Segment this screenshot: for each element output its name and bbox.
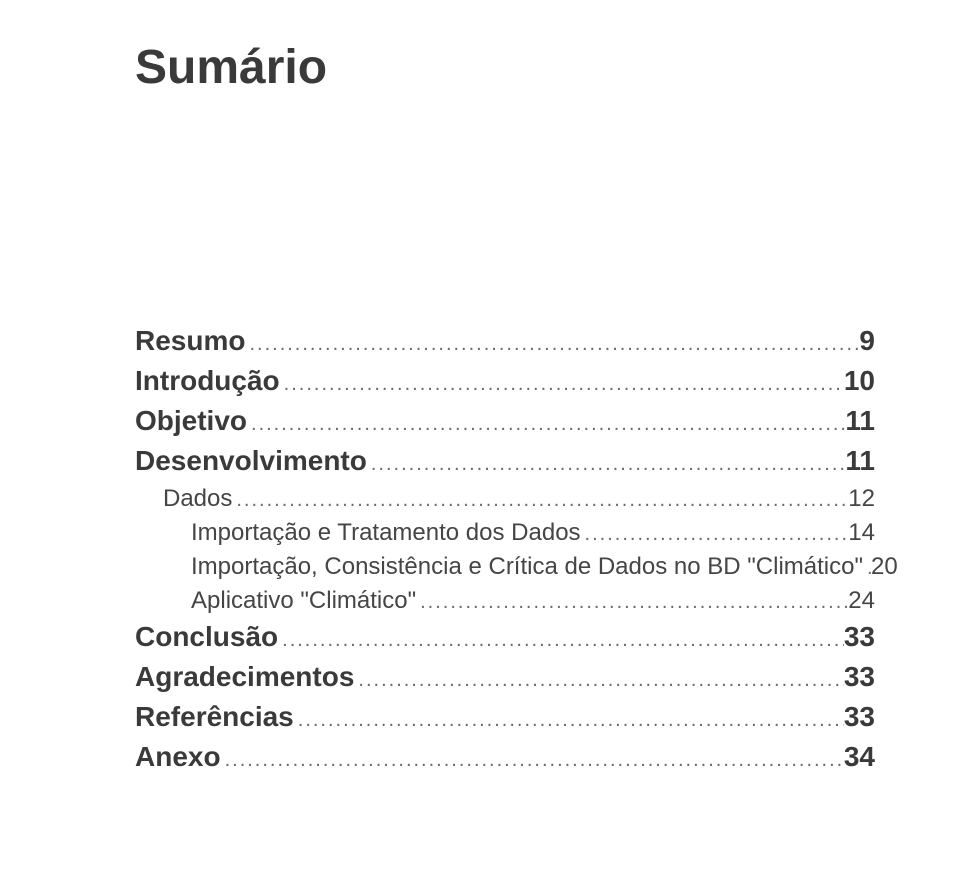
toc-page: 12 <box>848 485 875 513</box>
toc-label: Anexo <box>135 741 221 773</box>
toc-entry: Resumo 9 <box>135 325 875 357</box>
toc-label: Introdução <box>135 365 280 397</box>
toc-page: 34 <box>844 741 875 773</box>
toc-label: Importação e Tratamento dos Dados <box>191 519 581 547</box>
page-title: Sumário <box>135 40 875 95</box>
toc-entry: Importação e Tratamento dos Dados 14 <box>135 519 875 547</box>
toc-page: 24 <box>848 587 875 615</box>
toc-entry: Referências 33 <box>135 701 875 733</box>
table-of-contents: Resumo 9 Introdução 10 Objetivo 11 Desen… <box>135 325 875 773</box>
toc-page: 33 <box>844 621 875 653</box>
toc-entry: Objetivo 11 <box>135 405 875 437</box>
toc-leader <box>247 413 845 436</box>
toc-page: 14 <box>848 519 875 547</box>
toc-leader <box>232 489 848 512</box>
toc-label: Resumo <box>135 325 245 357</box>
toc-leader <box>280 373 844 396</box>
toc-label: Objetivo <box>135 405 247 437</box>
toc-page: 11 <box>845 445 875 477</box>
toc-label: Importação, Consistência e Crítica de Da… <box>191 553 863 581</box>
toc-entry: Importação, Consistência e Crítica de Da… <box>135 553 875 581</box>
toc-entry: Anexo 34 <box>135 741 875 773</box>
toc-leader <box>354 669 843 692</box>
toc-entry: Introdução 10 <box>135 365 875 397</box>
toc-leader <box>416 591 848 614</box>
toc-page: 11 <box>845 405 875 437</box>
toc-label: Desenvolvimento <box>135 445 367 477</box>
toc-page: 10 <box>844 365 875 397</box>
toc-leader <box>278 629 844 652</box>
toc-entry: Desenvolvimento 11 <box>135 445 875 477</box>
toc-leader <box>221 749 844 772</box>
toc-page: 33 <box>844 661 875 693</box>
toc-page: 33 <box>844 701 875 733</box>
toc-entry: Aplicativo "Climático" 24 <box>135 587 875 615</box>
toc-page: 20 <box>871 553 898 581</box>
toc-label: Aplicativo "Climático" <box>191 587 416 615</box>
toc-leader <box>245 333 859 356</box>
toc-leader <box>294 709 844 732</box>
toc-entry: Conclusão 33 <box>135 621 875 653</box>
toc-entry: Dados 12 <box>135 485 875 513</box>
toc-leader <box>863 557 871 580</box>
toc-leader <box>367 453 846 476</box>
toc-page: 9 <box>859 325 875 357</box>
toc-leader <box>581 523 849 546</box>
toc-label: Referências <box>135 701 294 733</box>
toc-label: Conclusão <box>135 621 278 653</box>
toc-label: Agradecimentos <box>135 661 354 693</box>
toc-label: Dados <box>163 485 232 513</box>
toc-entry: Agradecimentos 33 <box>135 661 875 693</box>
